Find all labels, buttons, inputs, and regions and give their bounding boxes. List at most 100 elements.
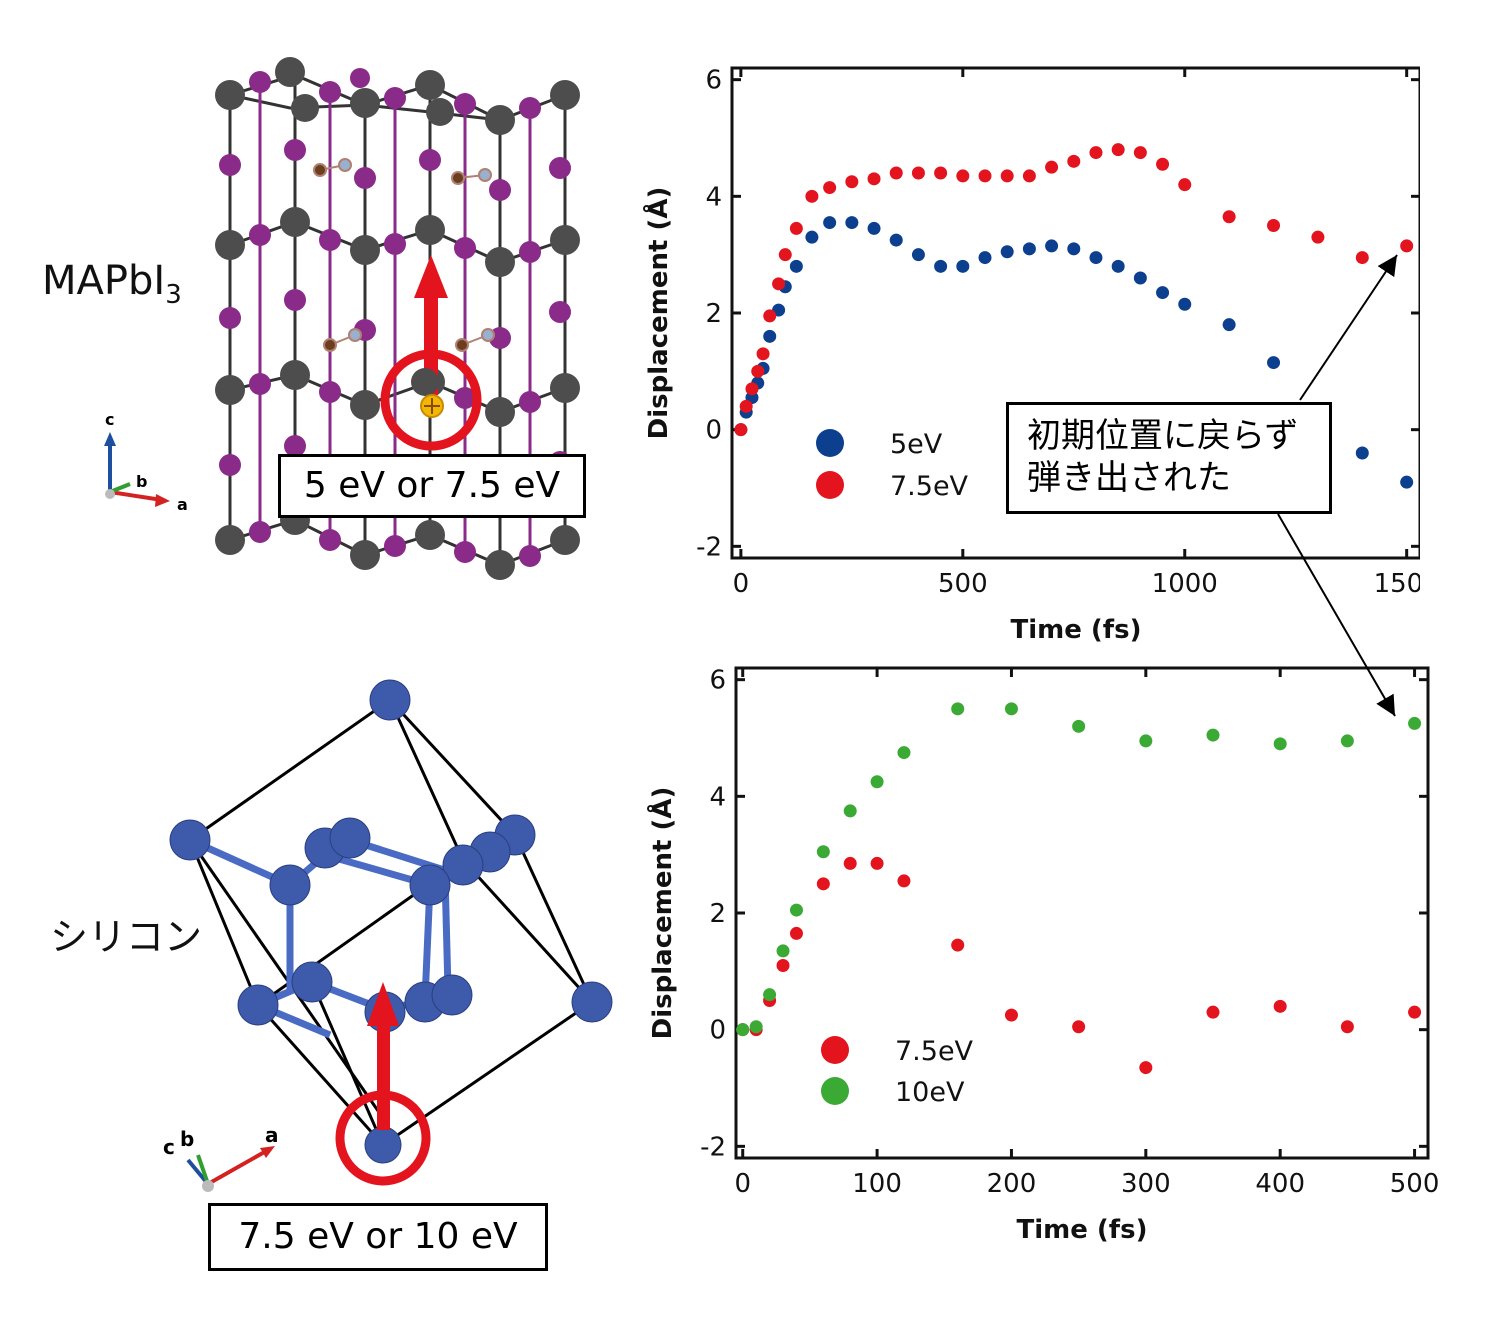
data-point-5eV [763, 329, 777, 343]
data-point-7.5eV [843, 856, 857, 870]
data-point-10eV [1408, 716, 1422, 730]
y-tick-label: 0 [709, 1016, 726, 1046]
legend-label: 5eV [890, 429, 943, 460]
callout-box: 初期位置に戻らず 弾き出された [1006, 402, 1332, 514]
silicon-energy-box: 7.5 eV or 10 eV [208, 1203, 548, 1271]
data-point-5eV [1000, 245, 1014, 259]
data-point-7.5eV [1072, 1020, 1086, 1034]
y-tick-label: -2 [696, 532, 722, 562]
data-point-7.5eV [789, 926, 803, 940]
data-point-7.5eV [772, 277, 786, 291]
data-point-7.5eV [1000, 169, 1014, 183]
data-point-7.5eV [1408, 1005, 1422, 1019]
silicon-knock-on-indicator [335, 982, 431, 1186]
mapbi3-label: MAPbI3 [42, 258, 182, 310]
axis-a-label: a [265, 1123, 279, 1147]
data-point-10eV [749, 1020, 763, 1034]
data-point-7.5eV [756, 347, 770, 361]
axis-b-label: b [180, 1127, 194, 1151]
chart-bottom: 0 100 200 300 400 500 -2 0 2 4 6 Time (fs) Displacem… [646, 666, 1440, 1245]
data-point-7.5eV [897, 874, 911, 888]
y-axis-label: Displacement (Å) [646, 787, 678, 1040]
data-point-5eV [789, 259, 803, 273]
data-point-5eV [1111, 259, 1125, 273]
data-point-10eV [736, 1023, 750, 1037]
legend-label: 7.5eV [890, 471, 969, 502]
data-point-10eV [1206, 728, 1220, 742]
data-point-5eV [867, 221, 881, 235]
data-point-10eV [816, 845, 830, 859]
mapbi3-axes-icon: c b a [104, 410, 188, 514]
data-point-7.5eV [789, 221, 803, 235]
data-point-7.5eV [805, 189, 819, 203]
x-tick-label: 300 [1121, 1169, 1171, 1199]
x-tick-label: 200 [987, 1169, 1037, 1199]
x-tick-label: 1500 [1374, 569, 1420, 599]
data-point-5eV [1156, 286, 1170, 300]
mapbi3-energy-label: 5 eV or 7.5 eV [303, 465, 561, 506]
data-point-10eV [1072, 719, 1086, 733]
x-tick-label: 500 [938, 569, 988, 599]
silicon-arrow-shaft [377, 1025, 390, 1130]
axis-c-label: c [105, 410, 114, 429]
x-tick-label: 0 [734, 1169, 751, 1199]
data-point-10eV [1139, 734, 1153, 748]
silicon-cell-edges [188, 698, 594, 1147]
data-point-10eV [843, 804, 857, 818]
y-tick-label: -2 [700, 1132, 726, 1162]
data-point-5eV [1267, 356, 1281, 370]
silicon-atoms [169, 679, 613, 1164]
data-point-7.5eV [1311, 230, 1325, 244]
y-tick-label: 4 [709, 782, 726, 812]
x-tick-label: 500 [1390, 1169, 1440, 1199]
knock-on-arrow-head [414, 255, 448, 298]
data-point-10eV [763, 988, 777, 1002]
methylammonium-molecules [313, 158, 495, 352]
y-tick-label: 6 [705, 66, 722, 96]
data-point-7.5eV [911, 166, 925, 180]
silicon-label: シリコン [50, 915, 203, 959]
data-point-10eV [776, 944, 790, 958]
data-point-5eV [845, 216, 859, 230]
data-point-7.5eV [951, 938, 965, 952]
legend-marker [821, 1036, 849, 1064]
target-atom-highlight [380, 349, 482, 451]
data-point-5eV [956, 259, 970, 273]
data-point-10eV [1340, 734, 1354, 748]
data-point-7.5eV [1400, 239, 1414, 253]
mapbi3-label-main: MAPbI [42, 258, 166, 304]
data-point-7.5eV [751, 364, 765, 378]
data-point-7.5eV [1045, 160, 1059, 174]
chart-top: 0 500 1000 1500 -2 0 2 4 6 Time (fs) Displacement … [642, 66, 1420, 645]
legend-marker [816, 471, 844, 499]
y-tick-label: 2 [709, 899, 726, 929]
y-tick-label: 6 [709, 666, 726, 696]
mapbi3-label-subscript: 3 [165, 280, 182, 310]
data-point-5eV [978, 251, 992, 265]
data-point-7.5eV [1139, 1061, 1153, 1075]
data-point-7.5eV [1004, 1008, 1018, 1022]
silicon-structure: c b a [163, 679, 613, 1192]
x-tick-label: 100 [852, 1169, 902, 1199]
data-point-7.5eV [823, 181, 837, 195]
data-point-5eV [889, 233, 903, 247]
silicon-arrow-head [367, 982, 399, 1026]
data-point-7.5eV [934, 166, 948, 180]
axis-c-label: c [163, 1135, 175, 1159]
data-point-7.5eV [1206, 1005, 1220, 1019]
y-tick-label: 0 [705, 416, 722, 446]
data-point-5eV [1045, 239, 1059, 253]
data-point-5eV [934, 259, 948, 273]
data-point-10eV [1004, 702, 1018, 716]
data-point-7.5eV [1022, 169, 1036, 183]
data-point-5eV [1400, 475, 1414, 489]
data-point-7.5eV [978, 169, 992, 183]
data-point-7.5eV [1222, 210, 1236, 224]
data-point-5eV [1178, 297, 1192, 311]
data-point-7.5eV [1111, 143, 1125, 157]
knock-on-indicator [380, 255, 482, 451]
data-point-10eV [870, 775, 884, 789]
legend-label: 7.5eV [895, 1036, 974, 1067]
y-tick-label: 2 [705, 299, 722, 329]
x-tick-label: 0 [733, 569, 750, 599]
